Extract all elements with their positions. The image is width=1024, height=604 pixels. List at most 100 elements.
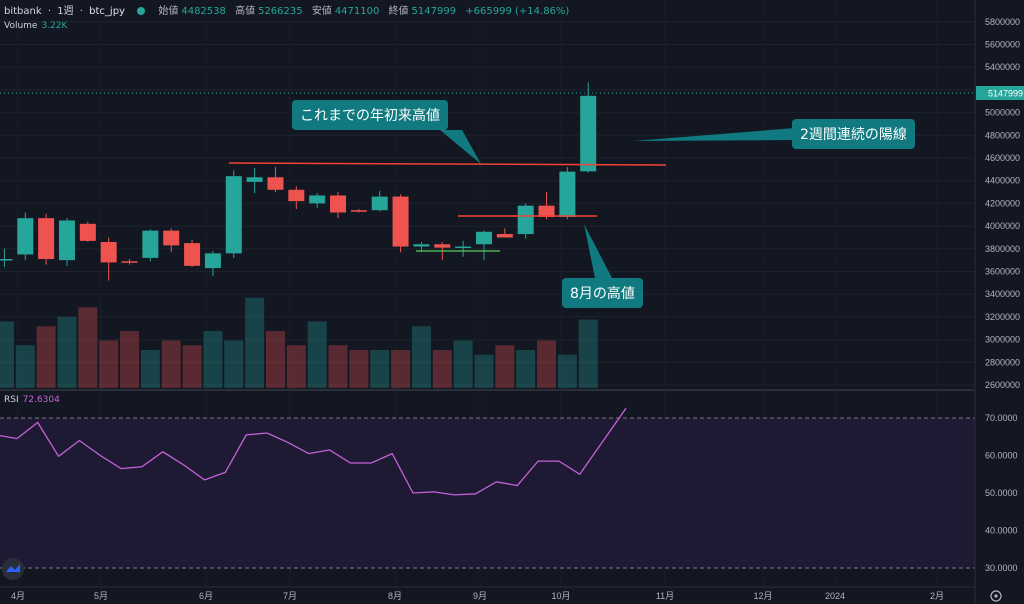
price-tick-label: 3600000 xyxy=(985,267,1020,277)
volume-bar xyxy=(578,319,598,388)
candle-body xyxy=(455,246,472,249)
volume-bar xyxy=(557,354,577,388)
volume-bar xyxy=(432,350,452,388)
callout-pointer-ytd xyxy=(440,130,481,164)
price-axis-bg xyxy=(975,0,1024,604)
volume-legend[interactable]: Volume 3.22K xyxy=(4,21,67,31)
candle-body xyxy=(288,189,305,202)
interval[interactable]: 1週 xyxy=(57,6,74,17)
rsi-tick-label: 40.0000 xyxy=(985,526,1018,536)
volume-bar xyxy=(0,321,14,388)
price-tick-label: 5800000 xyxy=(985,17,1020,27)
candles[interactable] xyxy=(0,82,597,281)
volume-bar xyxy=(120,331,140,388)
candle-body xyxy=(246,177,263,182)
time-tick-label: 8月 xyxy=(388,591,402,601)
candle-body xyxy=(0,259,13,261)
market-status-icon xyxy=(137,7,146,15)
rsi-tick-label: 30.0000 xyxy=(985,563,1018,573)
volume-bar xyxy=(411,326,431,388)
rsi-axis[interactable]: 30.0000 40.0000 50.0000 60.0000 70.0000 xyxy=(985,413,1018,573)
price-tick-label: 3200000 xyxy=(985,312,1020,322)
time-axis[interactable]: 4月 5月 6月 7月 8月 9月 10月 11月 12月 2024 2月 xyxy=(11,591,944,601)
volume-bar xyxy=(349,350,369,388)
callout-pointer-two-weeks xyxy=(633,128,795,141)
chart-header: bitbank · 1週 · btc_jpy 始値 4482538 高値 52662… xyxy=(4,6,570,17)
rsi-band xyxy=(0,418,975,568)
volume-bar xyxy=(537,340,557,388)
candle-body xyxy=(204,253,221,269)
price-tick-label: 2600000 xyxy=(985,380,1020,390)
settings-gear-icon[interactable] xyxy=(990,590,1002,602)
ytd-high-line[interactable] xyxy=(228,162,667,166)
tradingview-logo-icon[interactable] xyxy=(2,558,24,580)
low-value: 4471100 xyxy=(334,6,380,17)
callout-pointer-aug xyxy=(584,224,612,278)
candle-body xyxy=(496,234,513,238)
time-tick-label: 4月 xyxy=(11,591,25,601)
exchange-name: bitbank xyxy=(4,6,42,17)
close-label: 終値 xyxy=(388,6,409,17)
volume-label: Volume xyxy=(4,21,38,31)
candle-body xyxy=(330,195,347,213)
open-value: 4482538 xyxy=(181,6,226,17)
volume-bar xyxy=(453,340,473,388)
price-tick-label: 5000000 xyxy=(985,108,1020,118)
candle-body xyxy=(434,244,451,248)
price-tick-label: 4200000 xyxy=(985,198,1020,208)
candle-body xyxy=(58,220,75,261)
volume-bar xyxy=(516,350,536,388)
volume-bar xyxy=(36,326,56,388)
price-tick-label: 3000000 xyxy=(985,335,1020,345)
candle-body xyxy=(38,218,55,260)
volume-bar xyxy=(328,345,348,388)
volume-bar xyxy=(182,345,202,388)
price-tick-label: 5400000 xyxy=(985,62,1020,72)
candle-body xyxy=(413,244,430,247)
price-axis[interactable]: 2600000 2800000 3000000 3200000 3400000 36000… xyxy=(985,17,1020,390)
candle-body xyxy=(79,223,96,241)
rsi-line xyxy=(0,407,627,496)
price-tick-label: 2800000 xyxy=(985,357,1020,367)
volume-bar xyxy=(245,297,265,388)
rsi-label: RSI xyxy=(4,395,19,405)
candle-body xyxy=(538,205,555,218)
price-tag xyxy=(976,86,1024,100)
price-tick-label: 3400000 xyxy=(985,289,1020,299)
volume-bar xyxy=(286,345,306,388)
candle-body xyxy=(163,230,180,246)
price-tick-label: 3800000 xyxy=(985,244,1020,254)
time-tick-label: 2024 xyxy=(825,591,845,601)
volume-bar xyxy=(224,340,244,388)
open-label: 始値 xyxy=(158,6,179,17)
volume-bar xyxy=(99,340,119,388)
time-tick-label: 10月 xyxy=(551,591,570,601)
volume-bar xyxy=(391,350,411,388)
candle-body xyxy=(309,195,326,204)
candle-body xyxy=(371,196,388,211)
rsi-legend[interactable]: RSI 72.6304 xyxy=(4,395,60,405)
callout-ytd-high: これまでの年初来高値 xyxy=(292,100,448,130)
volume-bars xyxy=(0,297,598,388)
symbol-name[interactable]: btc_jpy xyxy=(89,6,125,17)
volume-bar xyxy=(370,350,390,388)
change-value: +665999 (+14.86%) xyxy=(465,6,570,17)
rsi-value: 72.6304 xyxy=(22,395,60,405)
volume-bar xyxy=(161,340,181,388)
volume-bar xyxy=(57,316,77,388)
time-tick-label: 12月 xyxy=(753,591,772,601)
volume-bar xyxy=(15,345,35,388)
price-tick-label: 4800000 xyxy=(985,130,1020,140)
candle-body xyxy=(225,176,242,254)
candle-body xyxy=(559,171,576,218)
time-tick-label: 7月 xyxy=(283,591,297,601)
volume-bar xyxy=(495,345,515,388)
price-tick-label: 4400000 xyxy=(985,176,1020,186)
price-tick-label: 4600000 xyxy=(985,153,1020,163)
volume-bar xyxy=(78,307,98,388)
rsi-tick-label: 70.0000 xyxy=(985,413,1018,423)
candle-body xyxy=(121,261,138,263)
close-value: 5147999 xyxy=(411,6,457,17)
time-tick-label: 2月 xyxy=(930,591,944,601)
